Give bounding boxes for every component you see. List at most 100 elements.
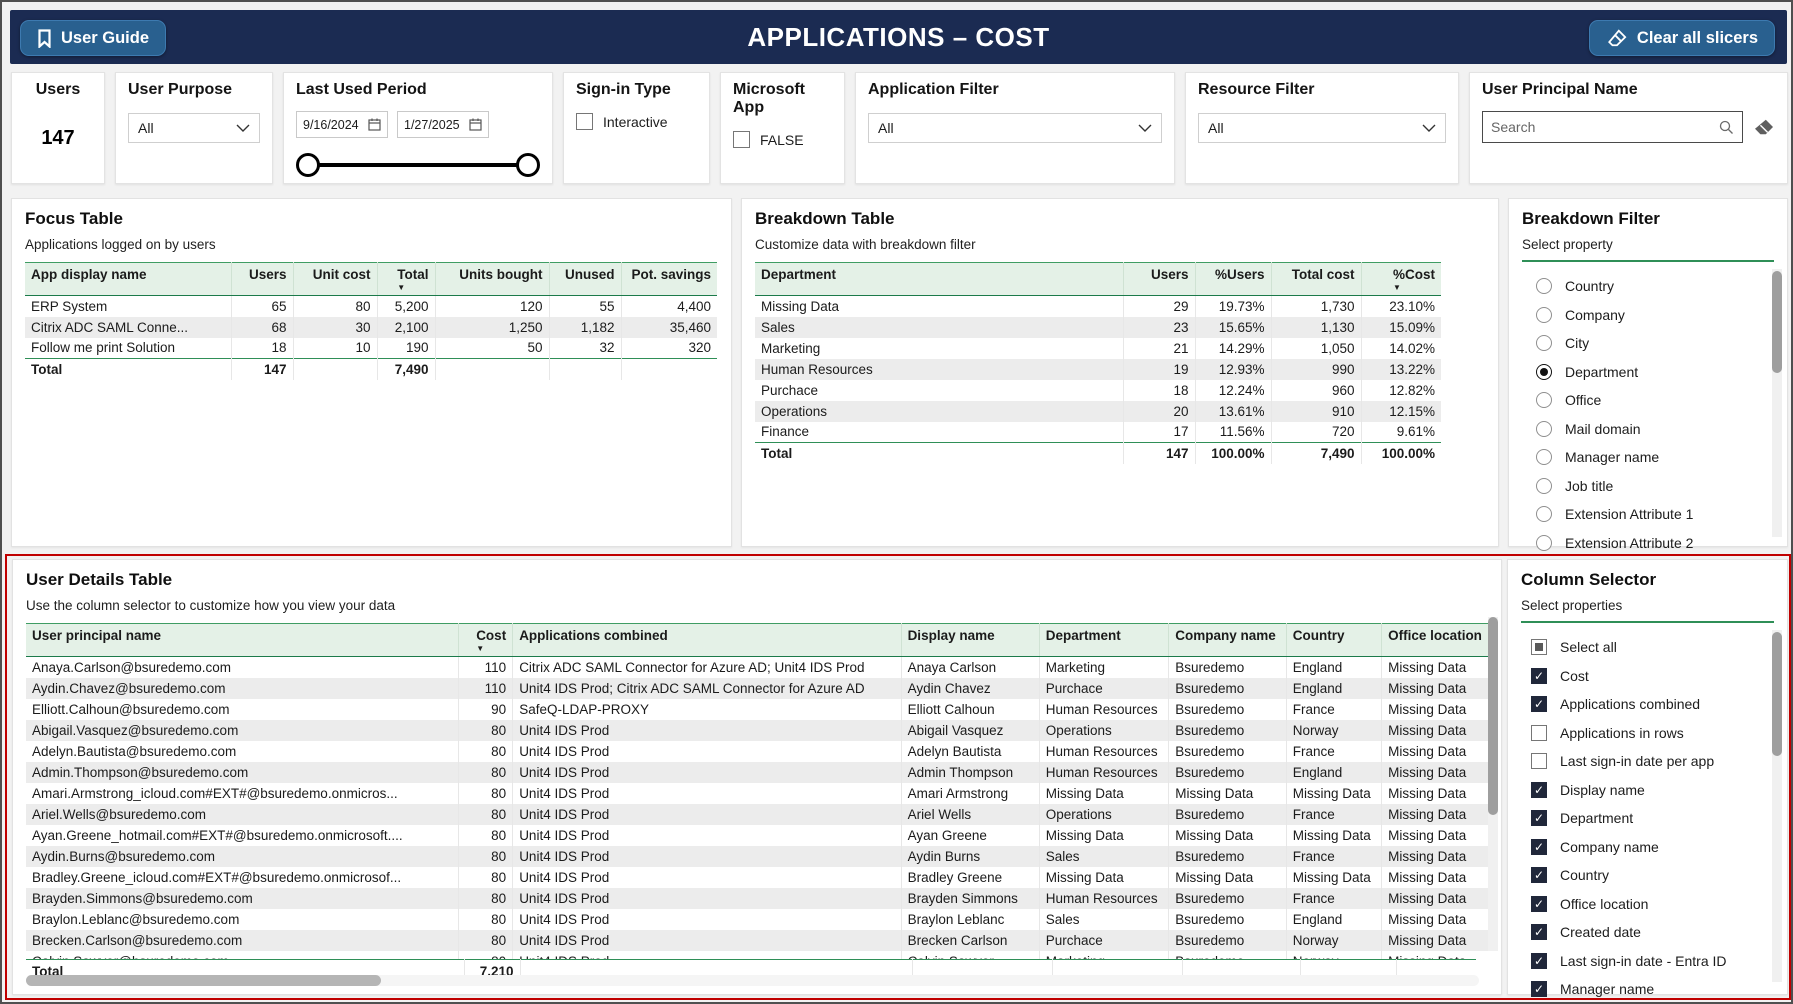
breakdown-filter-option-city[interactable]: City (1536, 329, 1774, 358)
breakdown-filter-option-job-title[interactable]: Job title (1536, 472, 1774, 501)
radio-button[interactable] (1536, 506, 1552, 523)
table-row[interactable]: Operations 20 13.61% 910 12.15% (755, 400, 1441, 422)
column-header--users[interactable]: %Users▼ (1195, 262, 1272, 296)
radio-button[interactable] (1536, 392, 1552, 409)
resource-filter-dropdown[interactable]: All (1198, 113, 1446, 143)
false-checkbox-row[interactable]: FALSE (733, 131, 832, 148)
breakdown-filter-option-office[interactable]: Office (1536, 386, 1774, 415)
column-selector-option-company-name[interactable]: ✓ Company name (1531, 833, 1774, 862)
column-selector-option-office-location[interactable]: ✓ Office location (1531, 890, 1774, 919)
column-selector-option-manager-name[interactable]: ✓ Manager name (1531, 975, 1774, 1002)
user-guide-button[interactable]: User Guide (20, 20, 167, 56)
column-header--cost[interactable]: %Cost ▼ (1361, 262, 1441, 296)
column-header-cost[interactable]: Cost ▼ (458, 623, 514, 657)
search-input[interactable] (1491, 119, 1698, 135)
radio-button[interactable] (1536, 420, 1552, 437)
table-row[interactable]: Ariel.Wells@bsuredemo.com 80 Unit4 IDS Pro… (26, 803, 1488, 825)
user-details-vscrollbar-thumb[interactable] (1488, 617, 1498, 815)
checkbox-checked[interactable]: ✓ (1531, 696, 1547, 713)
table-row[interactable]: Follow me print Solution 18 10 190 50 32 320 (25, 337, 717, 359)
checkbox-checked[interactable]: ✓ (1531, 810, 1547, 827)
column-header-department[interactable]: Department▼ (1039, 623, 1170, 657)
breakdown-filter-option-department[interactable]: Department (1536, 358, 1774, 387)
clear-search-eraser-icon[interactable] (1753, 118, 1775, 136)
breakdown-filter-option-extension-attribute-1[interactable]: Extension Attribute 1 (1536, 500, 1774, 529)
breakdown-filter-option-country[interactable]: Country (1536, 272, 1774, 301)
radio-button[interactable] (1536, 477, 1552, 494)
column-selector-option-created-date[interactable]: ✓ Created date (1531, 918, 1774, 947)
column-selector-option-cost[interactable]: ✓ Cost (1531, 662, 1774, 691)
table-row[interactable]: Citrix ADC SAML Conne... 68 30 2,100 1,250 1,… (25, 316, 717, 338)
radio-button[interactable] (1536, 449, 1552, 466)
column-selector-option-select-all[interactable]: Select all (1531, 633, 1774, 662)
column-selector-option-last-sign-in-date-entra-id[interactable]: ✓ Last sign-in date - Entra ID (1531, 947, 1774, 976)
column-header-office-location[interactable]: Office location▼ (1381, 623, 1488, 657)
breakdown-filter-option-mail-domain[interactable]: Mail domain (1536, 415, 1774, 444)
column-selector-option-applications-combined[interactable]: ✓ Applications combined (1531, 690, 1774, 719)
table-row[interactable]: Sales 23 15.65% 1,130 15.09% (755, 316, 1441, 338)
column-header-department[interactable]: Department▼ (755, 262, 1124, 296)
user-details-vscrollbar-track[interactable] (1488, 617, 1498, 951)
table-row[interactable]: Amari.Armstrong_icloud.com#EXT#@bsuredem… (26, 782, 1488, 804)
checkbox-unchecked[interactable] (1531, 724, 1547, 741)
table-row[interactable]: Ayan.Greene_hotmail.com#EXT#@bsuredemo.o… (26, 824, 1488, 846)
column-header-pot-savings[interactable]: Pot. savings▼ (621, 262, 717, 296)
table-row[interactable]: Braylon.Leblanc@bsuredemo.com 80 Unit4 IDS… (26, 908, 1488, 930)
table-row[interactable]: Missing Data 29 19.73% 1,730 23.10% (755, 295, 1441, 317)
table-row[interactable]: Aydin.Burns@bsuredemo.com 80 Unit4 IDS Pro… (26, 845, 1488, 867)
column-header-unused[interactable]: Unused▼ (549, 262, 622, 296)
column-header-app-display-name[interactable]: App display name▼ (25, 262, 232, 296)
column-header-user-principal-name[interactable]: User principal name▼ (26, 623, 459, 657)
column-selector-option-department[interactable]: ✓ Department (1531, 804, 1774, 833)
checkbox-indeterminate[interactable] (1531, 639, 1547, 656)
false-checkbox[interactable] (733, 131, 750, 148)
slider-handle-start[interactable] (296, 153, 320, 177)
user-details-hscrollbar-track[interactable] (26, 975, 1479, 986)
table-row[interactable]: Purchace 18 12.24% 960 12.82% (755, 379, 1441, 401)
checkbox-checked[interactable]: ✓ (1531, 895, 1547, 912)
column-header-units-bought[interactable]: Units bought▼ (435, 262, 550, 296)
table-row[interactable]: ERP System 65 80 5,200 120 55 4,400 (25, 295, 717, 317)
column-header-display-name[interactable]: Display name▼ (901, 623, 1040, 657)
table-row[interactable]: Brecken.Carlson@bsuredemo.com 80 Unit4 IDS… (26, 929, 1488, 951)
end-date-input[interactable]: 1/27/2025 (397, 111, 489, 138)
table-row[interactable]: Marketing 21 14.29% 1,050 14.02% (755, 337, 1441, 359)
column-selector-option-country[interactable]: ✓ Country (1531, 861, 1774, 890)
table-row[interactable]: Bradley.Greene_icloud.com#EXT#@bsuredemo… (26, 866, 1488, 888)
radio-button[interactable] (1536, 363, 1552, 380)
column-header-users[interactable]: Users▼ (231, 262, 294, 296)
checkbox-checked[interactable]: ✓ (1531, 838, 1547, 855)
start-date-input[interactable]: 9/16/2024 (296, 111, 388, 138)
table-row[interactable]: Anaya.Carlson@bsuredemo.com 110 Citrix ADC… (26, 656, 1488, 678)
column-header-total-cost[interactable]: Total cost▼ (1271, 262, 1362, 296)
radio-button[interactable] (1536, 278, 1552, 295)
table-row[interactable]: Adelyn.Bautista@bsuredemo.com 80 Unit4 IDS… (26, 740, 1488, 762)
checkbox-checked[interactable]: ✓ (1531, 924, 1547, 941)
checkbox-checked[interactable]: ✓ (1531, 867, 1547, 884)
application-filter-dropdown[interactable]: All (868, 113, 1162, 143)
column-header-company-name[interactable]: Company name▼ (1168, 623, 1287, 657)
radio-button[interactable] (1536, 534, 1552, 551)
checkbox-checked[interactable]: ✓ (1531, 952, 1547, 969)
column-selector-option-display-name[interactable]: ✓ Display name (1531, 776, 1774, 805)
interactive-checkbox[interactable] (576, 113, 593, 130)
checkbox-checked[interactable]: ✓ (1531, 781, 1547, 798)
column-header-country[interactable]: Country▼ (1286, 623, 1383, 657)
table-row[interactable]: Human Resources 19 12.93% 990 13.22% (755, 358, 1441, 380)
checkbox-checked[interactable]: ✓ (1531, 981, 1547, 998)
breakdown-filter-option-company[interactable]: Company (1536, 301, 1774, 330)
table-row[interactable]: Admin.Thompson@bsuredemo.com 80 Unit4 IDS … (26, 761, 1488, 783)
column-header-applications-combined[interactable]: Applications combined▼ (512, 623, 902, 657)
radio-button[interactable] (1536, 335, 1552, 352)
column-selector-option-last-sign-in-date-per-app[interactable]: Last sign-in date per app (1531, 747, 1774, 776)
breakdown-filter-scrollbar-track[interactable] (1772, 269, 1782, 537)
table-row[interactable]: Aydin.Chavez@bsuredemo.com 110 Unit4 IDS P… (26, 677, 1488, 699)
column-selector-scrollbar-track[interactable] (1772, 630, 1782, 982)
breakdown-filter-option-extension-attribute-2[interactable]: Extension Attribute 2 (1536, 529, 1774, 558)
user-details-hscrollbar-thumb[interactable] (26, 975, 381, 986)
table-row[interactable]: Finance 17 11.56% 720 9.61% (755, 421, 1441, 443)
column-header-total[interactable]: Total ▼ (377, 262, 436, 296)
checkbox-checked[interactable]: ✓ (1531, 667, 1547, 684)
checkbox-unchecked[interactable] (1531, 753, 1547, 770)
